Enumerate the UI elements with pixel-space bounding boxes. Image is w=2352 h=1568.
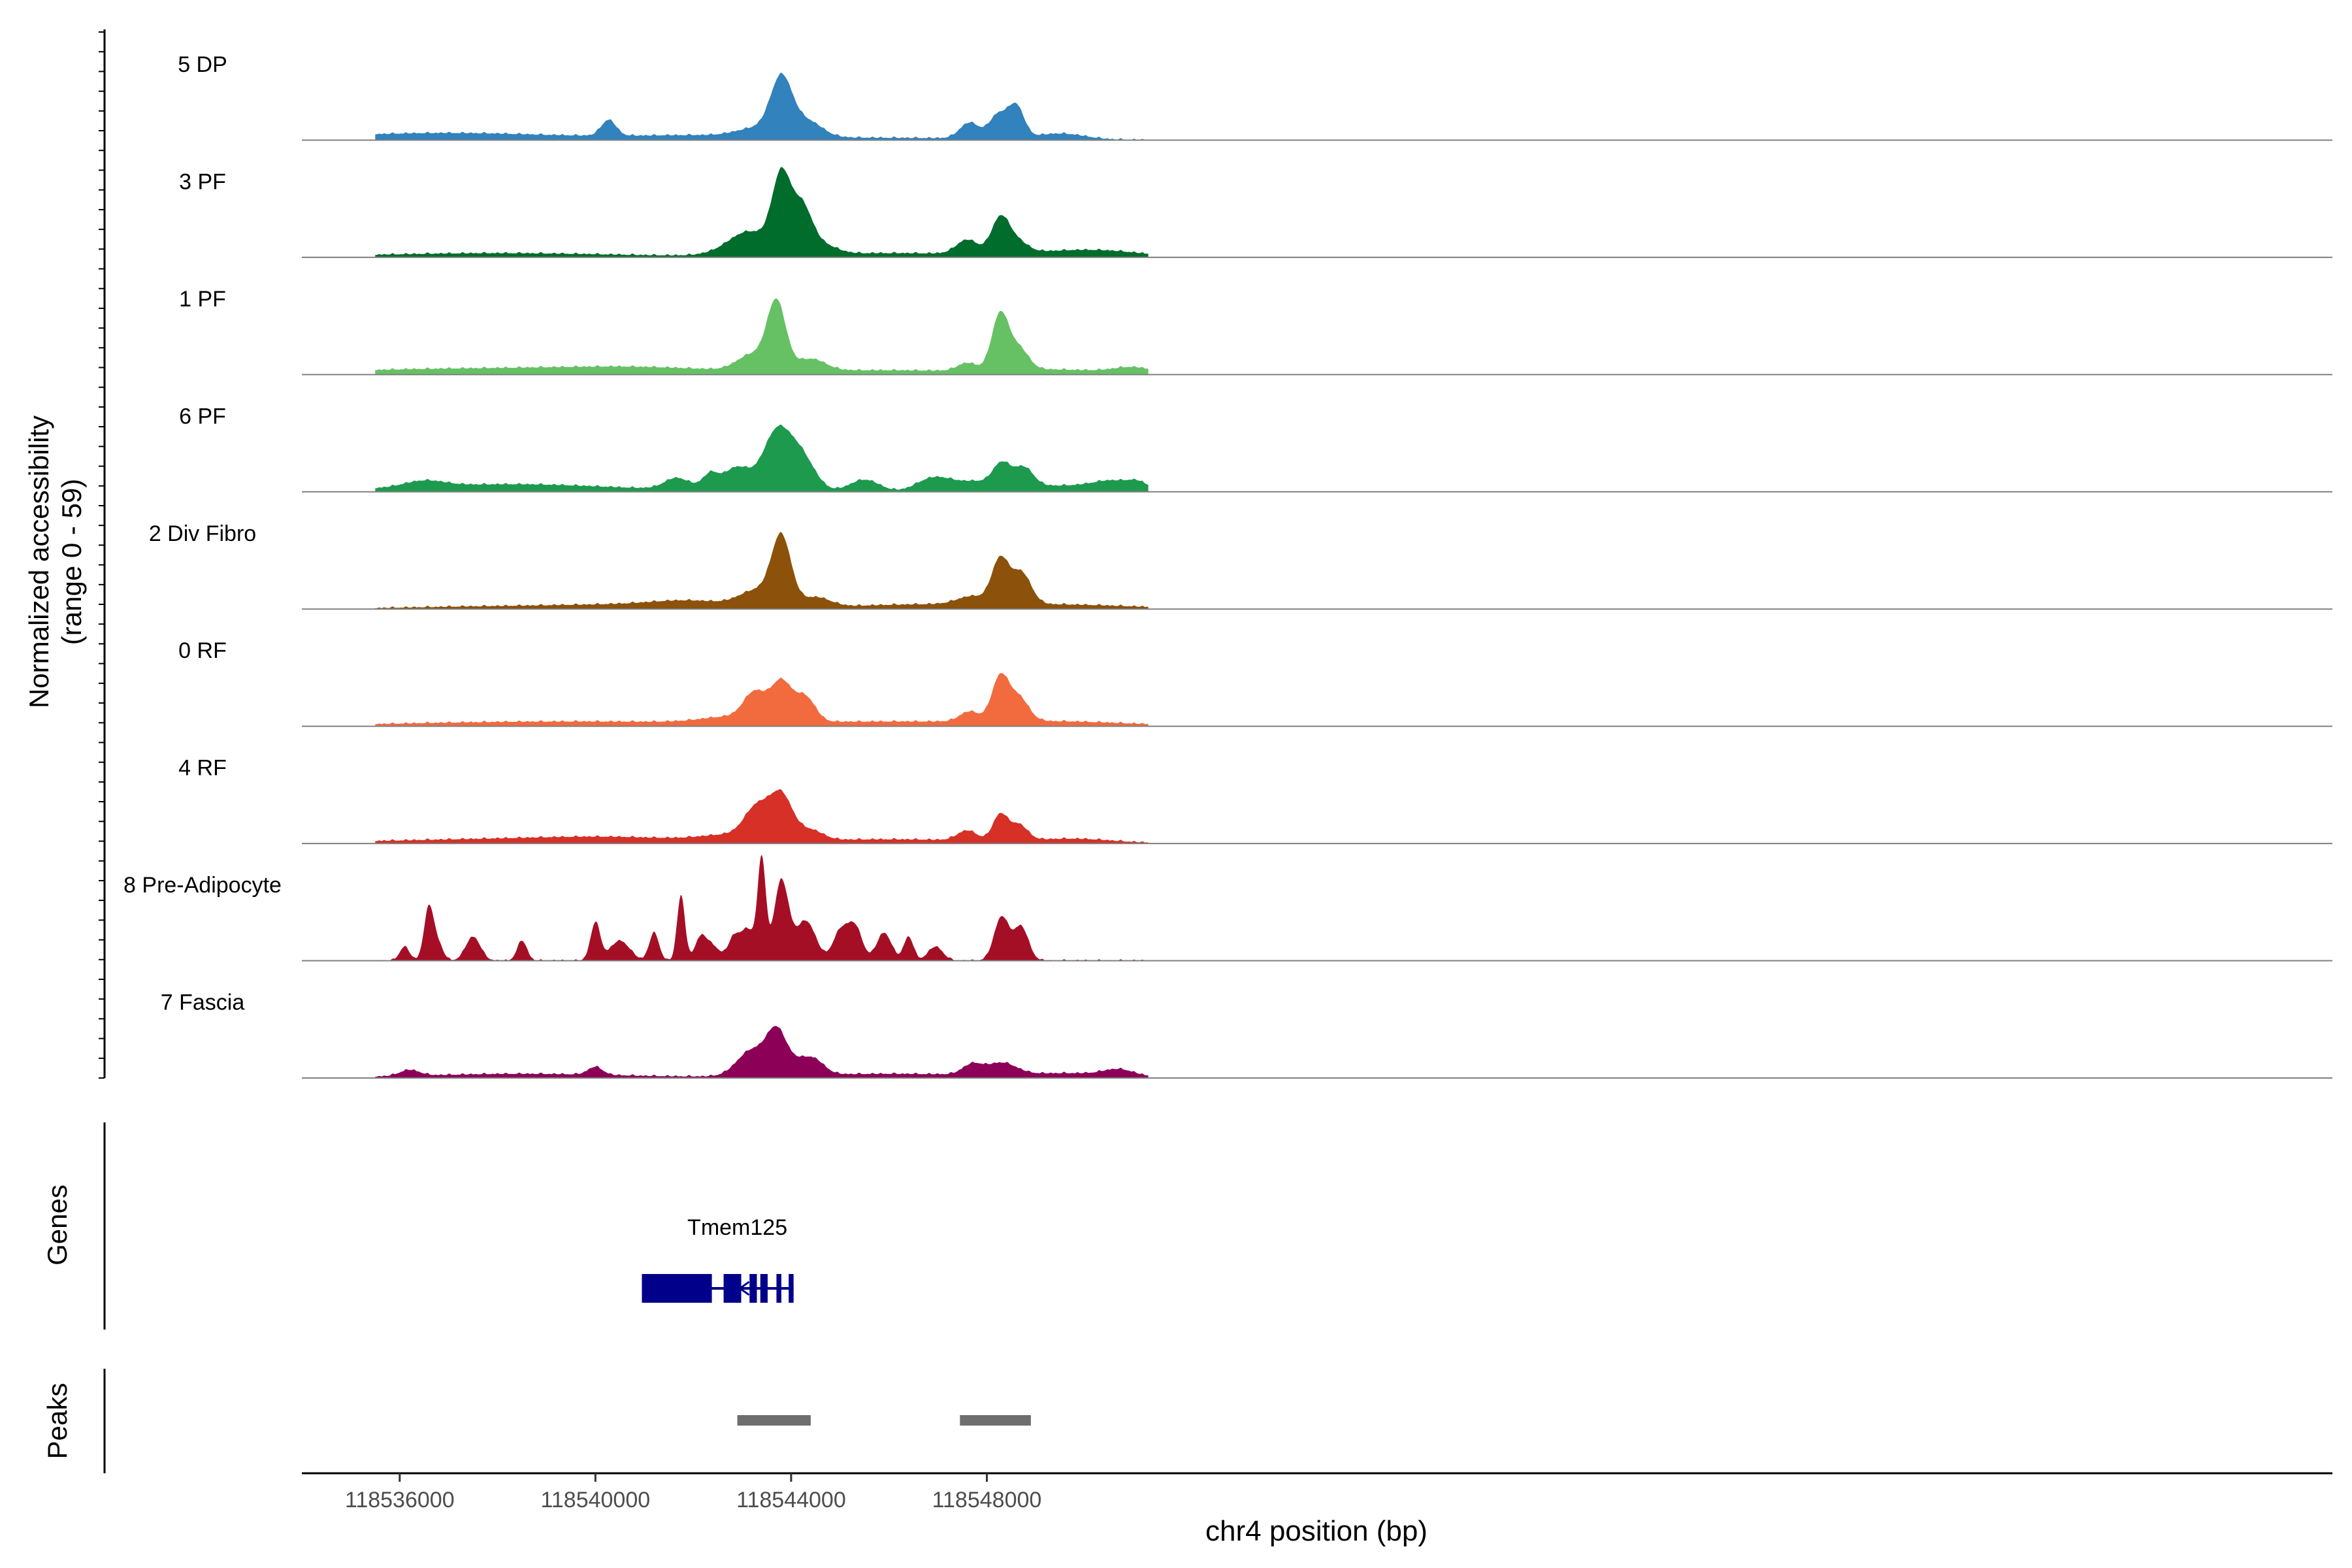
track-3-pf: 3 PF [179,167,2332,258]
track-label: 7 Fascia [161,990,245,1015]
coverage-area [375,167,1149,257]
gene-exon [760,1274,768,1303]
gene-exon [776,1274,781,1303]
track-label: 4 RF [178,756,227,781]
track-5-dp: 5 DP [178,52,2332,141]
track-4-rf: 4 RF [178,756,2332,845]
track-label: 6 PF [179,404,226,429]
peaks-panel: Peaks [42,1369,1031,1473]
left-axis-ticks [99,31,105,1079]
track-label: 5 DP [178,52,227,77]
coverage-area [375,298,1149,375]
x-tick-label: 118536000 [345,1488,455,1512]
genes-label: Genes [42,1184,73,1266]
y-axis-subtitle: (range 0 - 59) [56,479,87,645]
gene-name: Tmem125 [687,1215,787,1240]
x-tick-label: 118544000 [736,1488,846,1512]
gene-exon [789,1274,794,1303]
coverage-area [375,424,1149,492]
coverage-area [375,73,1149,140]
track-8-pre-adipocyte: 8 Pre-Adipocyte [123,855,2332,962]
track-label: 2 Div Fibro [149,521,256,546]
track-label: 8 Pre-Adipocyte [123,873,282,898]
x-tick-label: 118548000 [932,1488,1042,1512]
coverage-area [375,532,1149,610]
y-axis-title: Normalized accessibility [24,416,54,708]
coverage-area [375,789,1149,844]
track-2-div-fibro: 2 Div Fibro [149,521,2332,610]
x-axis: 118536000 118540000 118544000 118548000 chr… [302,1472,2332,1547]
genes-panel: Genes Tmem125 [42,1122,794,1330]
track-1-pf: 1 PF [179,287,2332,376]
gene-exon [642,1274,712,1303]
strand-arrow-icon [738,1281,750,1296]
peak-regions [737,1415,1031,1426]
gene-exon [749,1274,757,1303]
track-7-fascia: 7 Fascia [161,990,2332,1079]
track-label: 0 RF [178,638,227,663]
gene-models: Tmem125 [642,1215,794,1303]
left-axis [99,29,106,1079]
track-label: 1 PF [179,287,226,312]
coverage-area [375,855,1149,961]
coverage-area [375,673,1149,727]
peak-region [960,1415,1031,1426]
track-6-pf: 6 PF [179,404,2332,493]
x-axis-ticks: 118536000 118540000 118544000 118548000 [345,1473,1041,1512]
peaks-label: Peaks [42,1383,73,1460]
coverage-tracks: 5 DP 3 PF 1 PF 6 PF 2 Div Fibro 0 RF 4 RF 8 Pre… [123,52,2332,1079]
peak-region [737,1415,811,1426]
coverage-area [375,1026,1149,1078]
track-label: 3 PF [179,169,226,194]
track-0-rf: 0 RF [178,638,2332,727]
x-tick-label: 118540000 [541,1488,651,1512]
x-axis-title: chr4 position (bp) [1205,1515,1428,1547]
